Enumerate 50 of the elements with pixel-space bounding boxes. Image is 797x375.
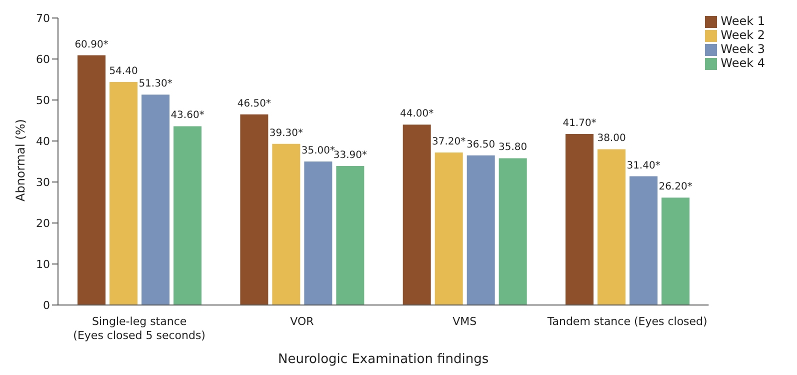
legend-label: Week 2: [720, 28, 765, 42]
y-tick-label: 30: [36, 176, 50, 189]
data-label: 35.00*: [301, 146, 336, 156]
data-label: 35.80: [498, 142, 528, 154]
data-label: 31.40*: [626, 160, 660, 172]
y-tick-label: 60: [36, 52, 50, 66]
data-label: 51.30*: [138, 78, 172, 90]
y-tick-label: 0: [43, 298, 50, 312]
bar: [336, 166, 364, 305]
y-tick-label: 50: [36, 94, 50, 107]
data-label: 39.30*: [269, 128, 304, 139]
x-tick-label: VOR: [290, 315, 314, 328]
bar: [174, 126, 202, 305]
bar: [630, 176, 658, 305]
data-label: 46.50*: [237, 98, 272, 110]
bar: [240, 114, 268, 305]
y-axis-title: Abnormal (%): [13, 119, 28, 202]
bar: [78, 55, 106, 305]
data-label: 60.90*: [74, 39, 108, 50]
y-tick-label: 40: [36, 134, 50, 148]
bar: [142, 94, 170, 305]
bar: [110, 82, 138, 305]
bar: [434, 152, 463, 305]
x-tick-label: Single-leg stance (Eyes closed 5 seconds): [73, 315, 206, 342]
bar: [598, 149, 626, 305]
data-label: 44.00*: [400, 108, 434, 120]
bar: [402, 124, 431, 305]
bar: [304, 162, 332, 305]
x-tick-label: VMS: [452, 315, 477, 328]
bar: [466, 155, 495, 305]
legend-label: Week 3: [720, 42, 765, 56]
y-tick-label: 20: [36, 216, 50, 230]
data-label: 33.90*: [333, 150, 368, 162]
bar: [272, 144, 300, 305]
y-tick-label: 10: [36, 258, 50, 271]
data-label: 43.60*: [170, 110, 204, 122]
data-label: 54.40: [109, 66, 138, 77]
bar: [498, 158, 527, 305]
y-tick-label: 70: [36, 12, 50, 25]
data-label: 37.20*: [432, 136, 466, 148]
data-label: 26.20*: [658, 182, 692, 193]
legend-label: Week 4: [720, 56, 765, 70]
legend-label: Week 1: [720, 14, 765, 28]
x-tick-label: Tandem stance (Eyes closed): [546, 315, 708, 328]
data-label: 41.70*: [562, 118, 596, 130]
data-label: 38.00: [597, 133, 626, 144]
x-axis-title: Neurologic Examination findings: [278, 352, 489, 367]
bar: [662, 198, 690, 305]
data-label: 36.50: [466, 139, 496, 150]
bar: [566, 134, 594, 305]
